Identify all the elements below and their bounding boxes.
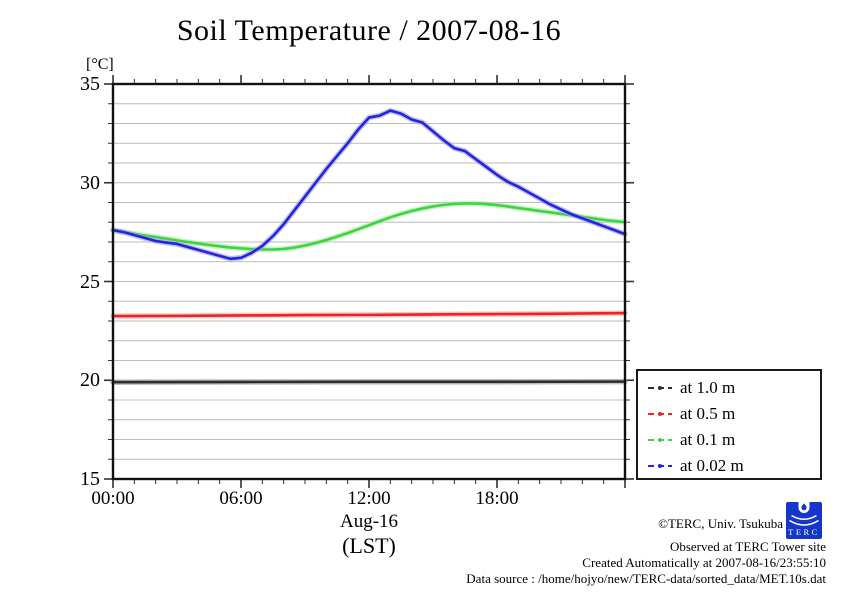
- x-axis-timezone-label: (LST): [342, 533, 396, 558]
- series-line-0.1m: [111, 202, 627, 251]
- terc-logo-arc: [789, 519, 819, 526]
- legend-marker-icon: [648, 412, 672, 416]
- legend-item: at 1.0 m: [647, 375, 820, 401]
- x-tick-label-18:00: 18:00: [475, 488, 519, 509]
- terc-logo-text: TERC: [788, 527, 820, 537]
- terc-logo-background: [786, 502, 822, 539]
- y-tick-label-35: 35: [80, 73, 100, 95]
- legend-item: at 0.5 m: [647, 401, 820, 427]
- chart-title: Soil Temperature / 2007-08-16: [176, 14, 562, 47]
- y-tick-label-25: 25: [80, 270, 100, 293]
- y-axis-unit-label: [°C]: [86, 56, 114, 73]
- legend-marker-dot: [658, 386, 662, 390]
- legend-marker-icon: [648, 386, 672, 390]
- series-line-0.5m: [111, 311, 627, 318]
- x-tick-label-00:00: 00:00: [91, 488, 135, 509]
- legend-label: at 1.0 m: [680, 378, 736, 397]
- legend-box: at 1.0 m at 0.5 m at 0.1 m at 0.02 m: [636, 369, 822, 480]
- legend-marker-dot: [658, 438, 662, 442]
- y-tick-label-20: 20: [80, 369, 100, 392]
- series-line-1m: [111, 380, 627, 384]
- legend-item: at 0.02 m: [647, 453, 820, 479]
- legend-marker-icon: [648, 438, 672, 442]
- y-tick-label-30: 30: [80, 171, 100, 194]
- credit-copyright: ©TERC, Univ. Tsukuba: [658, 516, 783, 531]
- x-axis-date-label: Aug-16: [339, 511, 399, 532]
- legend-label: at 0.5 m: [680, 404, 736, 423]
- legend-label: at 0.1 m: [680, 430, 736, 449]
- plot-frame: [111, 82, 627, 481]
- credit-data-source-path: Data source : /home/hojyo/new/TERC-data/…: [466, 571, 826, 586]
- legend-marker-icon: [648, 464, 672, 468]
- plot-svg: [104, 75, 634, 488]
- x-tick-label-06:00: 06:00: [219, 488, 263, 509]
- plot-area: [104, 75, 634, 488]
- legend-item: at 0.1 m: [647, 427, 820, 453]
- legend-marker-dot: [658, 412, 662, 416]
- credit-created-timestamp: Created Automatically at 2007-08-16/23:5…: [582, 555, 826, 570]
- y-tick-label-15: 15: [80, 468, 100, 490]
- terc-logo-icon: TERC: [786, 502, 822, 539]
- terc-logo-drop-icon: [801, 503, 807, 511]
- legend-label: at 0.02 m: [680, 456, 744, 475]
- terc-logo-arc: [791, 514, 817, 521]
- credit-observed-site: Observed at TERC Tower site: [669, 539, 826, 554]
- x-tick-label-12:00: 12:00: [347, 488, 391, 509]
- series-line-0.02m: [111, 109, 627, 261]
- series-halo-0.02m: [110, 107, 628, 262]
- legend-marker-dot: [658, 464, 662, 468]
